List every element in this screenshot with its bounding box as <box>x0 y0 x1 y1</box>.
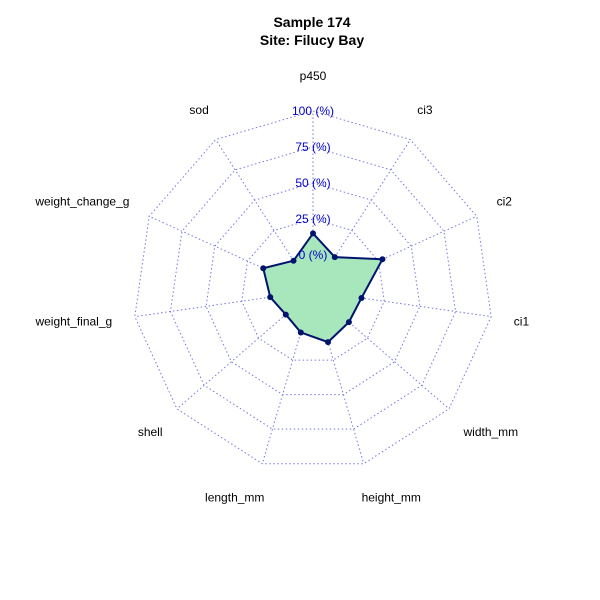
data-polygon <box>262 232 384 344</box>
data-point <box>282 311 289 318</box>
axis-label: ci3 <box>417 103 433 117</box>
grid-spoke <box>322 325 365 464</box>
tick-label: 100 (%) <box>292 104 334 118</box>
data-point <box>325 339 332 346</box>
data-point <box>331 254 338 261</box>
grid-spoke <box>149 215 281 277</box>
tick-label: 0 (%) <box>299 248 328 262</box>
data-point <box>310 230 316 237</box>
axis-label: shell <box>138 425 163 439</box>
chart-title: Sample 174 <box>273 14 350 30</box>
data-layer <box>260 230 386 346</box>
grid-spoke <box>261 325 304 464</box>
axis-label: sod <box>189 103 208 117</box>
axis-label: length_mm <box>205 490 264 504</box>
grid-ring <box>169 146 457 430</box>
grid-spoke <box>176 314 287 410</box>
axis-label: height_mm <box>362 490 421 504</box>
tick-labels: 0 (%) 25 (%) 50 (%) 75 (%) 100 (%) <box>292 104 334 262</box>
axis-label: weight_change_g <box>34 195 129 209</box>
axis-label: p450 <box>300 69 327 83</box>
data-point <box>260 265 267 272</box>
axis-labels: p450 ci3 ci2 ci1 width_mm height_mm length_mm s… <box>34 69 529 504</box>
data-point <box>297 329 304 336</box>
data-point <box>345 319 352 326</box>
grid-spoke <box>215 139 294 261</box>
data-point <box>290 257 297 264</box>
grid-spoke <box>339 314 450 410</box>
axis-label: width_mm <box>462 425 518 439</box>
chart-subtitle: Site: Filucy Bay <box>260 32 364 48</box>
grid-spoke <box>348 295 492 318</box>
tick-label: 25 (%) <box>295 212 330 226</box>
tick-label: 50 (%) <box>295 176 330 190</box>
tick-label: 75 (%) <box>295 140 330 154</box>
data-point <box>379 256 386 263</box>
data-point <box>358 294 365 301</box>
axis-label: weight_final_g <box>34 315 112 329</box>
data-point <box>267 294 274 301</box>
grid-spoke <box>332 139 411 261</box>
axis-label: ci1 <box>514 315 530 329</box>
axis-label: ci2 <box>497 195 513 209</box>
grid-spoke <box>134 295 278 318</box>
